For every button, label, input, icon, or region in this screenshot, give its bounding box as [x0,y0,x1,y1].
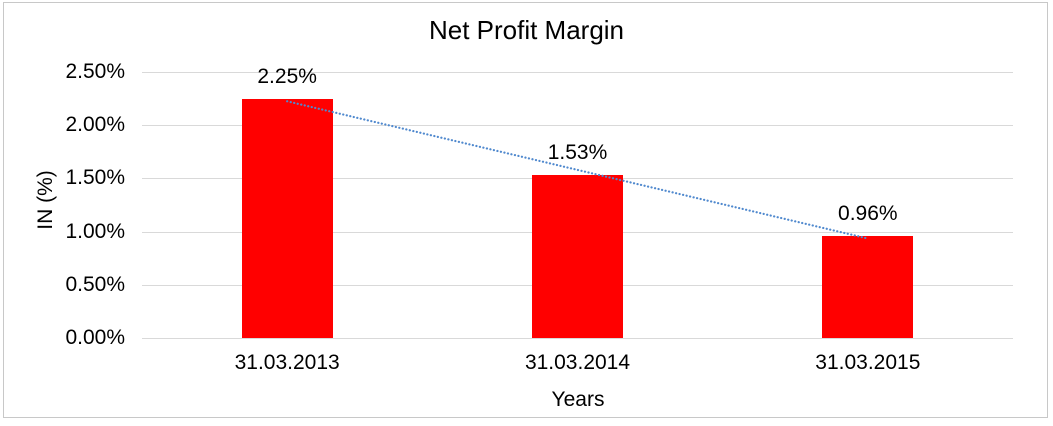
bar-31.03.2014 [532,175,623,338]
x-axis-tick-label: 31.03.2014 [524,351,631,374]
gridline [142,338,1013,339]
x-axis-title: Years [551,388,605,411]
y-axis-tick-label: 2.50% [65,60,125,83]
chart-title: Net Profit Margin [428,15,625,45]
bar-31.03.2015 [822,235,914,338]
bar-31.03.2013 [241,98,333,338]
y-axis-tick-label: 0.00% [65,326,125,349]
y-axis-tick-label: 1.50% [65,166,125,190]
data-label: 1.53% [547,141,608,165]
x-axis-tick-label: 31.03.2015 [815,351,921,374]
data-label: 0.96% [838,201,898,225]
y-axis-tick-label: 1.00% [65,219,125,243]
x-axis-tick-label: 31.03.2013 [234,351,340,374]
data-label: 2.25% [257,64,317,88]
y-axis-tick-label: 2.00% [65,113,125,137]
y-axis-tick-label: 0.50% [65,272,125,296]
gridline [142,72,1013,73]
